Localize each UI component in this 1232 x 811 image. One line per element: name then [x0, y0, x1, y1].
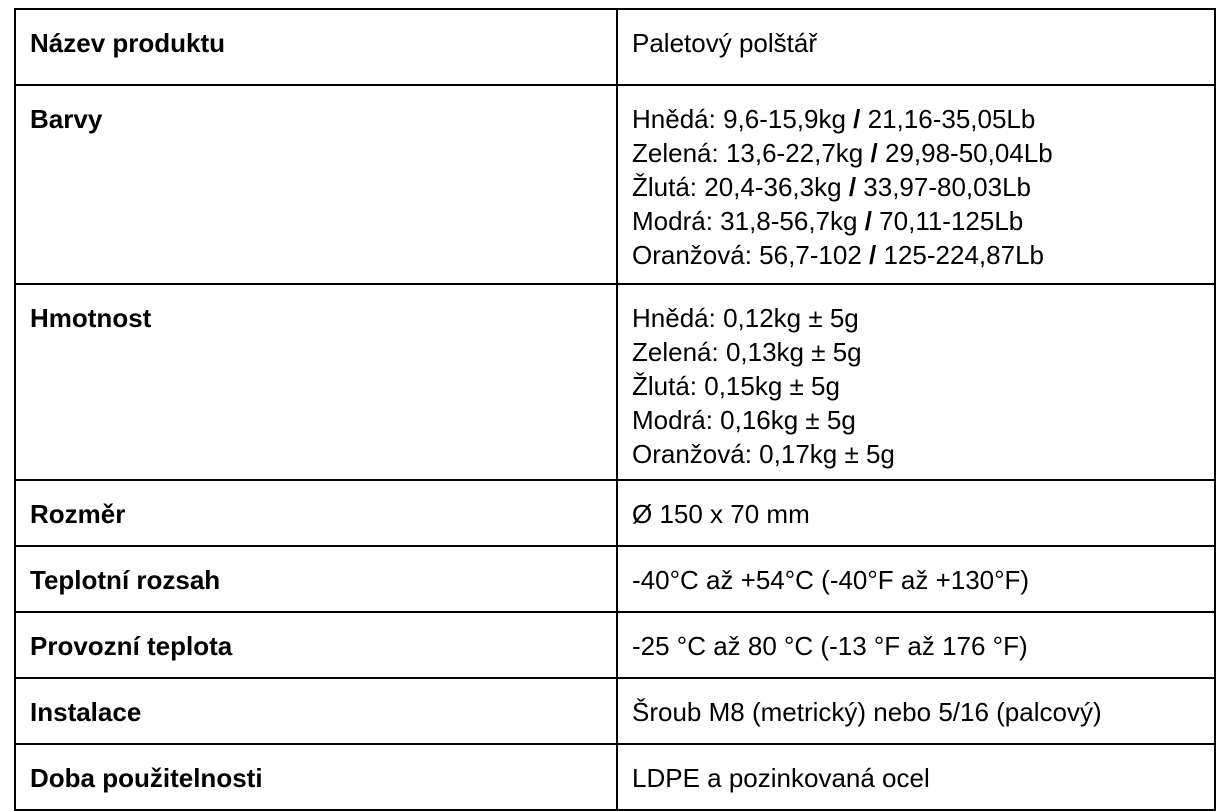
- value-part-lb: 33,97-80,03Lb: [863, 172, 1031, 202]
- value-part-lb: 21,16-35,05Lb: [867, 104, 1036, 134]
- separator: /: [864, 206, 872, 236]
- value-line: Hnědá: 0,12kg ± 5g: [632, 303, 859, 333]
- row-label: Rozměr: [14, 479, 618, 547]
- row-value: Šroub M8 (metrický) nebo 5/16 (palcový): [616, 677, 1216, 745]
- value-part-kg: Žlutá: 20,4-36,3kg: [632, 172, 842, 202]
- row-label: Doba použitelnosti: [14, 743, 618, 811]
- value-part-kg: Oranžová: 56,7-102: [632, 240, 862, 270]
- value-line: Modrá: 0,16kg ± 5g: [632, 405, 856, 435]
- value-part-lb: 29,98-50,04Lb: [884, 138, 1053, 168]
- table-row: Teplotní rozsah -40°C až +54°C (-40°F až…: [14, 545, 1216, 613]
- table-row: Instalace Šroub M8 (metrický) nebo 5/16 …: [14, 677, 1216, 745]
- value-line: Paletový polštář: [632, 28, 817, 58]
- product-spec-table: Název produktu Paletový polštář Barvy Hn…: [14, 8, 1216, 811]
- table-row: Barvy Hnědá: 9,6-15,9kg / 21,16-35,05Lb …: [14, 84, 1216, 285]
- value-part-kg: Modrá: 31,8-56,7kg: [632, 206, 858, 236]
- value-line: Oranžová: 56,7-102 / 125-224,87Lb: [632, 238, 1200, 272]
- value-line: Oranžová: 0,17kg ± 5g: [632, 439, 895, 469]
- value-line: Šroub M8 (metrický) nebo 5/16 (palcový): [632, 697, 1102, 727]
- table-row: Hmotnost Hnědá: 0,12kg ± 5g Zelená: 0,13…: [14, 283, 1216, 481]
- table-row: Název produktu Paletový polštář: [14, 8, 1216, 86]
- row-value: Hnědá: 9,6-15,9kg / 21,16-35,05Lb Zelená…: [616, 84, 1216, 285]
- value-line: Zelená: 0,13kg ± 5g: [632, 337, 862, 367]
- table-row: Doba použitelnosti LDPE a pozinkovaná oc…: [14, 743, 1216, 811]
- row-value: LDPE a pozinkovaná ocel: [616, 743, 1216, 811]
- value-line: Ø 150 x 70 mm: [632, 499, 810, 529]
- value-part-kg: Zelená: 13,6-22,7kg: [632, 138, 864, 168]
- row-value: -40°C až +54°C (-40°F až +130°F): [616, 545, 1216, 613]
- row-label: Název produktu: [14, 8, 618, 86]
- row-label: Teplotní rozsah: [14, 545, 618, 613]
- value-line: -40°C až +54°C (-40°F až +130°F): [632, 565, 1030, 595]
- row-value: -25 °C až 80 °C (-13 °F až 176 °F): [616, 611, 1216, 679]
- separator: /: [869, 240, 877, 270]
- separator: /: [853, 104, 861, 134]
- value-line: Žlutá: 0,15kg ± 5g: [632, 371, 840, 401]
- row-value: Paletový polštář: [616, 8, 1216, 86]
- value-line: Modrá: 31,8-56,7kg / 70,11-125Lb: [632, 204, 1200, 238]
- row-label: Instalace: [14, 677, 618, 745]
- value-part-kg: Hnědá: 9,6-15,9kg: [632, 104, 846, 134]
- table-row: Provozní teplota -25 °C až 80 °C (-13 °F…: [14, 611, 1216, 679]
- value-line: -25 °C až 80 °C (-13 °F až 176 °F): [632, 631, 1028, 661]
- separator: /: [848, 172, 857, 202]
- separator: /: [870, 138, 878, 168]
- row-label: Provozní teplota: [14, 611, 618, 679]
- value-line: Zelená: 13,6-22,7kg / 29,98-50,04Lb: [632, 136, 1200, 170]
- row-value: Hnědá: 0,12kg ± 5g Zelená: 0,13kg ± 5g Ž…: [616, 283, 1216, 481]
- row-label: Barvy: [14, 84, 618, 285]
- value-line: Žlutá: 20,4-36,3kg / 33,97-80,03Lb: [632, 170, 1200, 204]
- value-part-lb: 125-224,87Lb: [883, 240, 1044, 270]
- value-part-lb: 70,11-125Lb: [879, 206, 1024, 236]
- row-value: Ø 150 x 70 mm: [616, 479, 1216, 547]
- value-line: LDPE a pozinkovaná ocel: [632, 763, 930, 793]
- value-line: Hnědá: 9,6-15,9kg / 21,16-35,05Lb: [632, 102, 1200, 136]
- table-row: Rozměr Ø 150 x 70 mm: [14, 479, 1216, 547]
- row-label: Hmotnost: [14, 283, 618, 481]
